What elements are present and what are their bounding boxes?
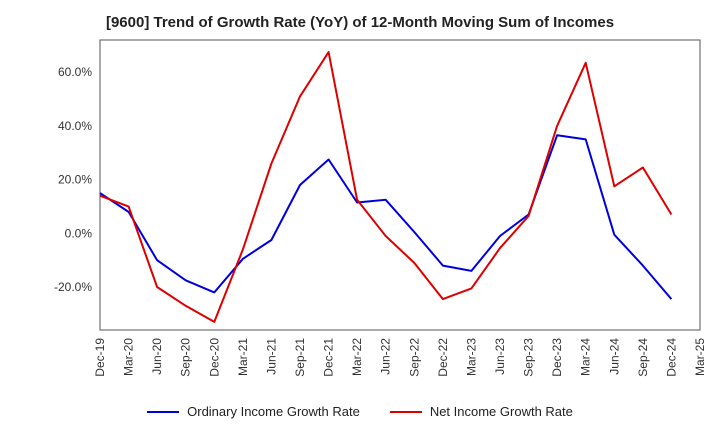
x-tick-label: Mar-23 (464, 338, 478, 376)
x-tick-label: Mar-24 (579, 338, 593, 376)
axis-layer: Dec-19 Mar-20 Jun-20 Sep-20 Dec-20 Mar-21 Jun-… (54, 39, 707, 377)
y-tick-label: 20.0% (58, 173, 92, 187)
legend-label-net-income: Net Income Growth Rate (429, 404, 573, 419)
series-layer (99, 51, 673, 323)
legend-item-net-income: Net Income Growth Rate (389, 404, 573, 419)
x-tick-label: Sep-20 (179, 338, 193, 377)
x-tick-label: Sep-21 (293, 338, 307, 377)
series-line-ordinary-income (99, 134, 673, 300)
x-tick-label: Jun-23 (493, 338, 507, 375)
x-tick-label: Dec-21 (322, 338, 336, 377)
x-tick-label: Dec-24 (664, 338, 678, 377)
x-tick-label: Sep-24 (636, 338, 650, 377)
x-tick-label: Jun-22 (379, 338, 393, 375)
x-tick-label: Mar-21 (236, 338, 250, 376)
plot-frame (99, 39, 701, 331)
x-tick-label: Dec-20 (207, 338, 221, 377)
y-tick-label: 60.0% (58, 65, 92, 79)
y-tick-label: -20.0% (54, 280, 92, 294)
x-tick-label: Dec-23 (550, 338, 564, 377)
chart-title: [9600] Trend of Growth Rate (YoY) of 12-… (105, 14, 615, 31)
x-tick-label: Sep-22 (407, 338, 421, 377)
x-tick-label: Sep-23 (522, 338, 536, 377)
x-tick-label: Dec-19 (93, 338, 107, 377)
legend-label-ordinary-income: Ordinary Income Growth Rate (187, 404, 360, 419)
y-tick-label: 40.0% (58, 119, 92, 133)
legend-swatch-ordinary-income (147, 410, 180, 413)
x-tick-label: Jun-21 (264, 338, 278, 375)
x-tick-label: Mar-22 (350, 338, 364, 376)
series-line-net-income (99, 51, 673, 323)
x-tick-label: Mar-20 (122, 338, 136, 376)
y-tick-label: 0.0% (65, 226, 93, 240)
x-tick-label: Dec-22 (436, 338, 450, 377)
x-tick-label: Jun-24 (607, 338, 621, 375)
legend-item-ordinary-income: Ordinary Income Growth Rate (147, 404, 360, 419)
x-tick-label: Mar-25 (693, 338, 707, 376)
legend: Ordinary Income Growth Rate Net Income G… (0, 404, 720, 419)
x-tick-label: Jun-20 (150, 338, 164, 375)
legend-swatch-net-income (389, 410, 422, 413)
